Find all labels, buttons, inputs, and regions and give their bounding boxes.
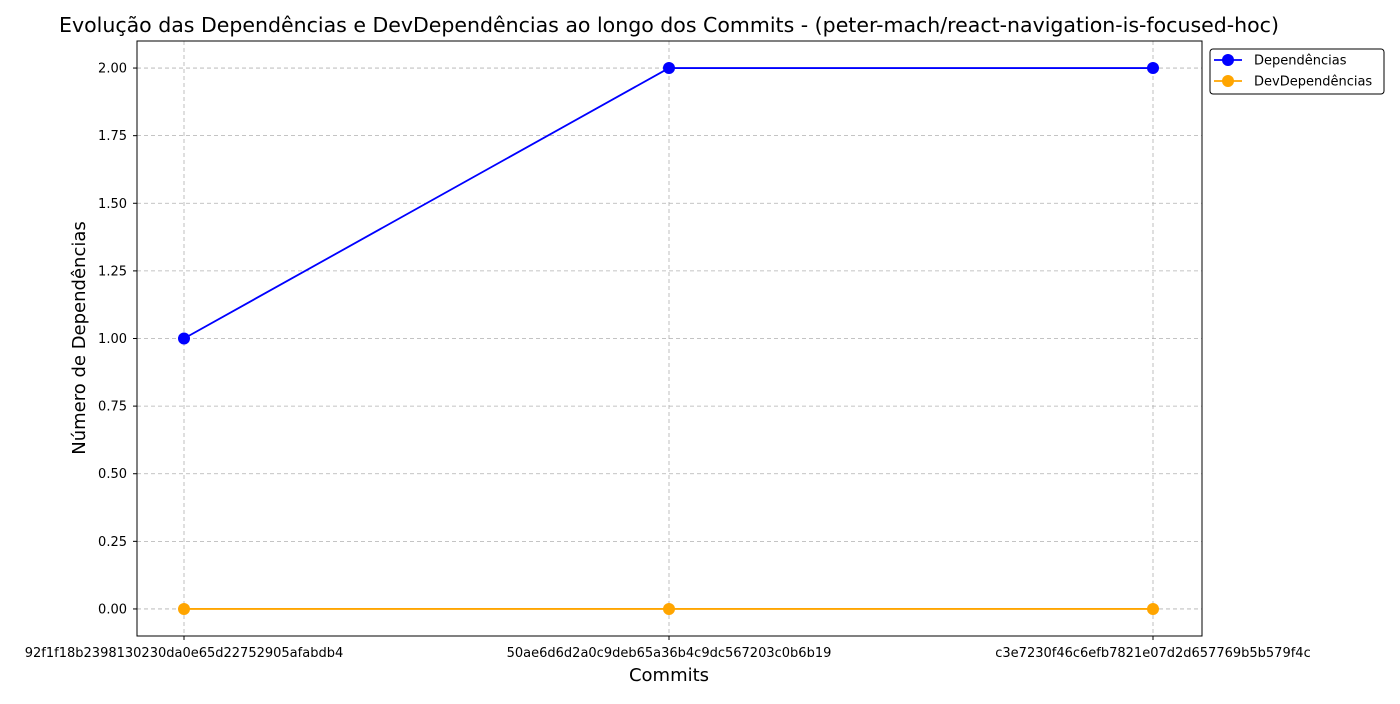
y-tick-label: 1.50 <box>98 197 127 212</box>
data-point <box>178 602 190 615</box>
x-axis-label: Commits <box>629 665 709 686</box>
x-tick-label: 50ae6d6d2a0c9deb65a36b4c9dc567203c0b6b19 <box>507 646 832 661</box>
y-axis-ticks: 0.00 0.25 0.50 0.75 1.00 1.25 1.50 1.75 2.00 <box>98 62 137 617</box>
y-tick-label: 0.75 <box>98 400 127 415</box>
y-axis-label: Número de Dependências <box>69 221 90 455</box>
series-devdependencias <box>178 602 1159 615</box>
data-point <box>1147 602 1159 615</box>
y-tick-label: 2.00 <box>98 62 127 77</box>
legend-item: DevDependências <box>1214 75 1372 90</box>
legend-item: Dependências <box>1214 54 1347 69</box>
chart-title: Evolução das Dependências e DevDependênc… <box>59 13 1279 37</box>
x-axis-ticks: 92f1f18b2398130230da0e65d22752905afabdb4… <box>25 636 1311 661</box>
legend-label: Dependências <box>1254 54 1347 69</box>
series-dependencias <box>178 62 1159 345</box>
y-tick-label: 1.25 <box>98 264 127 279</box>
y-tick-label: 1.00 <box>98 332 127 347</box>
legend-marker <box>1222 75 1234 87</box>
y-tick-label: 0.00 <box>98 602 127 617</box>
y-tick-label: 1.75 <box>98 129 127 144</box>
data-point <box>178 332 190 345</box>
legend-box <box>1209 48 1385 95</box>
x-tick-label: c3e7230f46c6efb7821e07d2d657769b5b579f4c <box>995 646 1310 661</box>
legend-marker <box>1222 54 1234 66</box>
series-layer <box>178 62 1159 615</box>
data-point <box>1147 62 1159 75</box>
x-tick-label: 92f1f18b2398130230da0e65d22752905afabdb4 <box>25 646 343 661</box>
y-tick-label: 0.50 <box>98 467 127 482</box>
legend-label: DevDependências <box>1254 75 1372 90</box>
y-tick-label: 0.25 <box>98 535 127 550</box>
legend: Dependências DevDependências <box>1209 48 1385 95</box>
grid-lines <box>137 41 1202 636</box>
data-point <box>663 62 675 75</box>
legend-items: Dependências DevDependências <box>1214 54 1372 90</box>
data-point <box>663 602 675 615</box>
